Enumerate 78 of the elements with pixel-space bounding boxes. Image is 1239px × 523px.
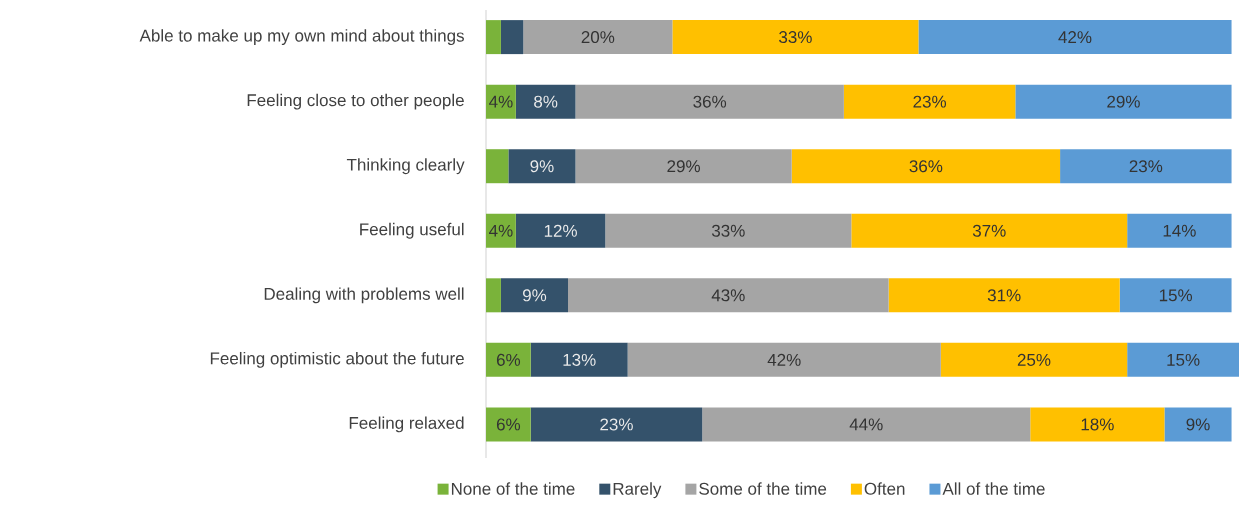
y-tick-label: Feeling optimistic about the future: [210, 351, 464, 368]
bar: [523, 20, 673, 55]
data-label: 13%: [563, 353, 596, 366]
data-label: 33%: [711, 224, 745, 237]
data-label: 6%: [496, 353, 521, 366]
data-label: 4%: [489, 95, 513, 108]
bar: [940, 342, 1128, 377]
legend-label: Often: [864, 482, 905, 495]
bar: [515, 84, 576, 119]
data-label: 44%: [849, 418, 883, 431]
bar: [486, 84, 516, 119]
bar: [1015, 84, 1232, 119]
data-label: 9%: [522, 289, 547, 302]
bar: [486, 407, 531, 442]
y-tick-label: Feeling relaxed: [349, 416, 464, 433]
bar: [605, 213, 852, 248]
bar: [530, 407, 703, 442]
data-label: 20%: [581, 31, 615, 44]
bar: [575, 84, 844, 119]
data-label: 25%: [1017, 353, 1051, 366]
bar: [672, 20, 919, 55]
bar: [791, 149, 1061, 184]
bar: [702, 407, 1031, 442]
data-label: 36%: [909, 160, 943, 173]
data-label: 23%: [600, 418, 633, 431]
y-tick-label: Able to make up my own mind about things: [139, 29, 464, 46]
data-label: 18%: [1081, 418, 1114, 431]
data-label: 23%: [1129, 160, 1163, 173]
data-label: 9%: [530, 160, 554, 173]
bar: [627, 342, 941, 377]
bar: [486, 213, 516, 248]
bar: [851, 213, 1128, 248]
bar: [1127, 213, 1232, 248]
data-label: 14%: [1163, 224, 1196, 237]
data-label: 9%: [1186, 418, 1210, 431]
data-label: 15%: [1167, 353, 1200, 366]
data-label: 33%: [779, 31, 812, 44]
legend-label: Some of the time: [699, 482, 827, 495]
bar: [1060, 149, 1232, 184]
data-label: 29%: [667, 160, 700, 173]
y-tick-label: Feeling useful: [360, 222, 464, 239]
data-label: 15%: [1159, 289, 1193, 302]
bar: [843, 84, 1016, 119]
legend-label: Rarely: [613, 482, 662, 499]
data-label: 8%: [534, 95, 558, 108]
data-label: 4%: [489, 224, 513, 237]
data-label: 6%: [496, 418, 521, 431]
bar: [1164, 407, 1232, 442]
bar: [515, 213, 606, 248]
bar: [918, 20, 1232, 55]
bar: [508, 149, 576, 184]
data-label: 36%: [693, 95, 727, 108]
bar: [530, 342, 628, 377]
bar: [568, 278, 889, 313]
y-tick-label: Feeling close to other people: [247, 93, 464, 110]
data-label: 42%: [767, 353, 801, 366]
y-tick-label: Dealing with problems well: [264, 287, 464, 304]
bar: [1127, 342, 1239, 377]
bar: [486, 342, 531, 377]
bar: [1119, 278, 1232, 313]
data-label: 42%: [1058, 31, 1092, 44]
data-label: 31%: [987, 289, 1021, 302]
legend-label: All of the time: [942, 482, 1045, 495]
bar: [500, 278, 569, 313]
bar: [486, 278, 501, 313]
data-label: 37%: [972, 224, 1006, 237]
data-label: 29%: [1107, 95, 1140, 108]
data-label: 43%: [711, 289, 745, 302]
bar: [500, 20, 524, 55]
bar: [1030, 407, 1165, 442]
bar: [888, 278, 1120, 313]
bar: [486, 20, 501, 55]
bar: [575, 149, 792, 184]
data-label: 23%: [913, 95, 947, 108]
data-label: 12%: [544, 224, 577, 237]
bar: [486, 149, 509, 184]
y-tick-label: Thinking clearly: [346, 158, 465, 175]
legend-label: None of the time: [451, 482, 575, 495]
